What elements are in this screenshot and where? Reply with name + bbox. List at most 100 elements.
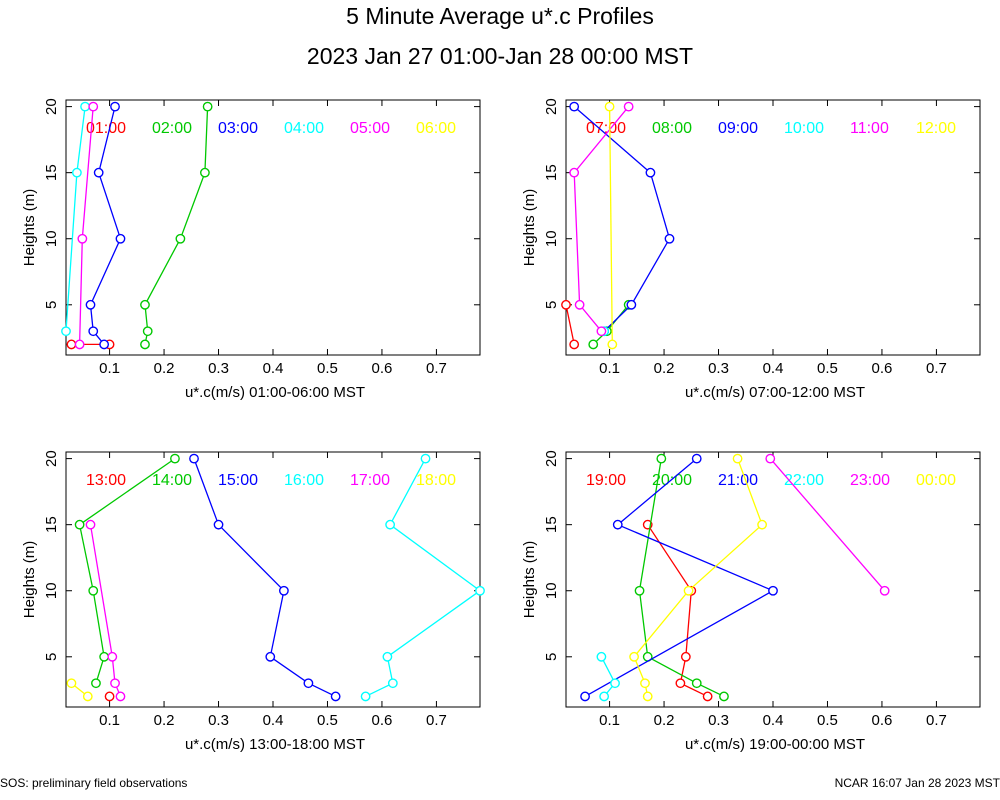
- data-series: [74, 453, 180, 689]
- x-tick-label: 0.3: [708, 712, 729, 729]
- x-tick-label: 0.6: [872, 360, 893, 377]
- data-point: [189, 453, 199, 464]
- series-line: [365, 458, 482, 697]
- legend-entry: 02:00: [152, 120, 192, 137]
- series-line: [573, 106, 630, 332]
- data-point: [85, 519, 96, 530]
- y-tick-label: 20: [543, 450, 560, 467]
- data-point: [66, 339, 77, 350]
- x-tick-label: 0.7: [926, 712, 947, 729]
- y-tick-label: 5: [543, 653, 560, 661]
- y-tick-label: 5: [543, 301, 560, 309]
- x-tick-label: 0.5: [817, 712, 838, 729]
- x-tick-label: 0.1: [99, 712, 120, 729]
- y-tick-label: 5: [43, 301, 60, 309]
- legend-entry: 08:00: [652, 120, 692, 137]
- data-point: [599, 691, 610, 702]
- data-series: [596, 651, 620, 702]
- data-point: [664, 233, 675, 244]
- y-tick-label: 20: [543, 98, 560, 115]
- profile-panel: 0.1 0.2 0.3 0.4 0.5 0.6 0.7 5 10 15 20 u*.c(m/s) 19…: [521, 450, 981, 753]
- data-series: [189, 453, 341, 702]
- legend-entry: 14:00: [152, 472, 192, 489]
- footer-source-note: SOS: preliminary field observations: [0, 776, 188, 790]
- legend-entry: 19:00: [586, 472, 626, 489]
- data-point: [645, 167, 656, 178]
- data-point: [680, 651, 691, 662]
- data-point: [278, 585, 289, 596]
- data-point: [88, 585, 99, 596]
- data-point: [691, 678, 702, 689]
- data-point: [382, 651, 393, 662]
- x-tick-label: 0.4: [763, 712, 784, 729]
- series-line: [638, 458, 725, 697]
- data-series: [85, 101, 126, 350]
- x-tick-label: 0.3: [208, 360, 229, 377]
- y-tick-label: 5: [43, 653, 60, 661]
- y-tick-label: 10: [543, 230, 560, 247]
- data-point: [683, 585, 694, 596]
- legend-entry: 18:00: [416, 472, 456, 489]
- data-point: [574, 299, 585, 310]
- data-series: [569, 101, 634, 337]
- series-line: [573, 106, 671, 332]
- y-tick-label: 10: [543, 582, 560, 599]
- profile-panel: 0.1 0.2 0.3 0.4 0.5 0.6 0.7 5 10 15 20 u*.c(m/s) 01…: [21, 98, 481, 401]
- y-tick-label: 10: [43, 582, 60, 599]
- plot-frame: [565, 451, 981, 708]
- data-point: [61, 326, 71, 337]
- data-series: [85, 519, 126, 702]
- series-line: [600, 656, 616, 697]
- data-point: [640, 678, 650, 689]
- data-point: [77, 233, 88, 244]
- data-point: [656, 453, 667, 464]
- data-point: [569, 167, 580, 178]
- x-tick-label: 0.1: [599, 712, 620, 729]
- y-tick-label: 15: [543, 516, 560, 533]
- data-series: [629, 453, 768, 702]
- data-point: [561, 299, 571, 310]
- data-point: [387, 678, 398, 689]
- x-tick-label: 0.3: [708, 360, 729, 377]
- legend-entry: 04:00: [284, 120, 324, 137]
- data-point: [732, 453, 743, 464]
- x-axis-label: u*.c(m/s) 07:00-12:00 MST: [685, 384, 865, 401]
- data-point: [691, 453, 702, 464]
- legend-entry: 11:00: [850, 120, 889, 137]
- series-line: [78, 458, 176, 684]
- x-axis-label: u*.c(m/s) 01:00-06:00 MST: [185, 384, 365, 401]
- x-tick-label: 0.7: [426, 360, 447, 377]
- y-tick-label: 10: [43, 230, 60, 247]
- series-line: [144, 106, 209, 345]
- data-point: [140, 339, 150, 350]
- x-tick-label: 0.7: [426, 712, 447, 729]
- series-line: [89, 524, 122, 697]
- data-series: [360, 453, 485, 702]
- x-tick-label: 0.3: [208, 712, 229, 729]
- data-point: [612, 519, 623, 530]
- data-series: [140, 101, 213, 350]
- data-point: [66, 678, 77, 689]
- x-tick-label: 0.5: [317, 360, 338, 377]
- data-point: [74, 339, 85, 350]
- legend-entry: 07:00: [586, 120, 626, 137]
- data-series: [765, 453, 890, 596]
- profile-panel: 0.1 0.2 0.3 0.4 0.5 0.6 0.7 5 10 15 20 u*.c(m/s) 07…: [521, 98, 981, 401]
- data-series: [569, 101, 675, 337]
- data-point: [88, 101, 99, 112]
- data-point: [580, 691, 590, 702]
- data-point: [99, 651, 110, 662]
- legend-entry: 15:00: [218, 472, 258, 489]
- data-point: [475, 585, 485, 596]
- x-tick-label: 0.7: [926, 360, 947, 377]
- data-point: [142, 326, 153, 337]
- data-point: [303, 678, 314, 689]
- y-tick-label: 20: [43, 450, 60, 467]
- data-series: [604, 101, 618, 350]
- data-point: [675, 678, 686, 689]
- legend-entry: 16:00: [284, 472, 324, 489]
- data-point: [626, 299, 637, 310]
- legend-entry: 13:00: [86, 472, 126, 489]
- data-point: [85, 299, 96, 310]
- legend-entry: 10:00: [784, 120, 824, 137]
